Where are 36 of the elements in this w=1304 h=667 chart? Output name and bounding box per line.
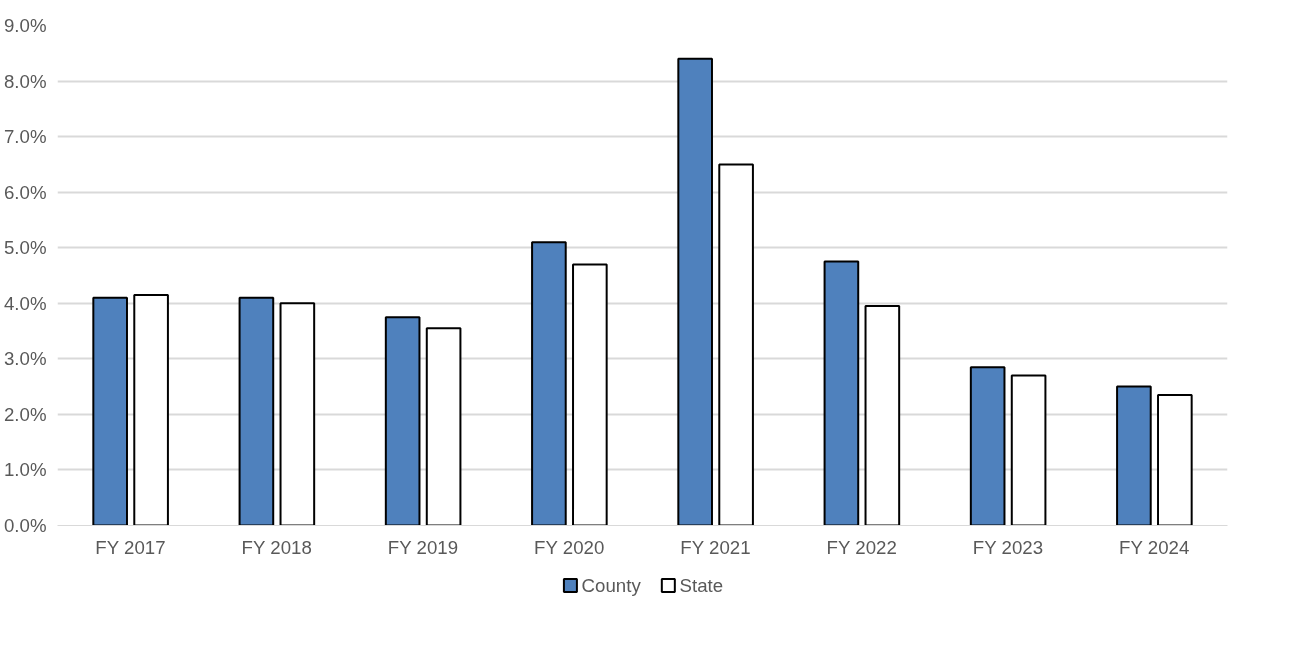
x-tick-label: FY 2017 [95,536,166,558]
bar [384,316,421,526]
bar [531,241,567,526]
y-tick-label: 7.0% [3,126,47,148]
bar [1157,393,1193,526]
y-tick-label: 2.0% [3,403,47,425]
y-tick-label: 5.0% [3,237,47,259]
x-tick-label: FY 2022 [826,536,897,558]
y-tick-label: 8.0% [3,70,47,92]
legend-label: State [679,575,724,596]
bar [677,57,713,526]
bar [1010,374,1047,526]
x-tick-label: FY 2019 [387,536,459,558]
y-tick-label: 6.0% [3,181,47,203]
bar [718,163,754,526]
y-tick-label: 1.0% [3,459,47,481]
x-tick-label: FY 2024 [1119,536,1190,558]
x-tick-label: FY 2023 [972,536,1044,558]
y-tick-label: 3.0% [3,348,47,370]
bar [279,302,316,526]
x-tick-label: FY 2018 [241,536,312,558]
bar [572,263,608,526]
bar [133,293,169,526]
bar [92,296,128,526]
y-tick-label: 0.0% [3,515,47,536]
x-tick-label: FY 2020 [534,536,605,558]
x-tick-label: FY 2021 [680,536,751,558]
y-tick-label: 4.0% [3,292,47,314]
bar [1116,385,1152,526]
y-tick-label: 9.0% [3,15,47,36]
bar [238,296,275,526]
bar [823,260,860,526]
legend-label: County [581,575,642,596]
bar [969,366,1006,526]
bar [425,327,462,526]
bar [864,305,901,526]
